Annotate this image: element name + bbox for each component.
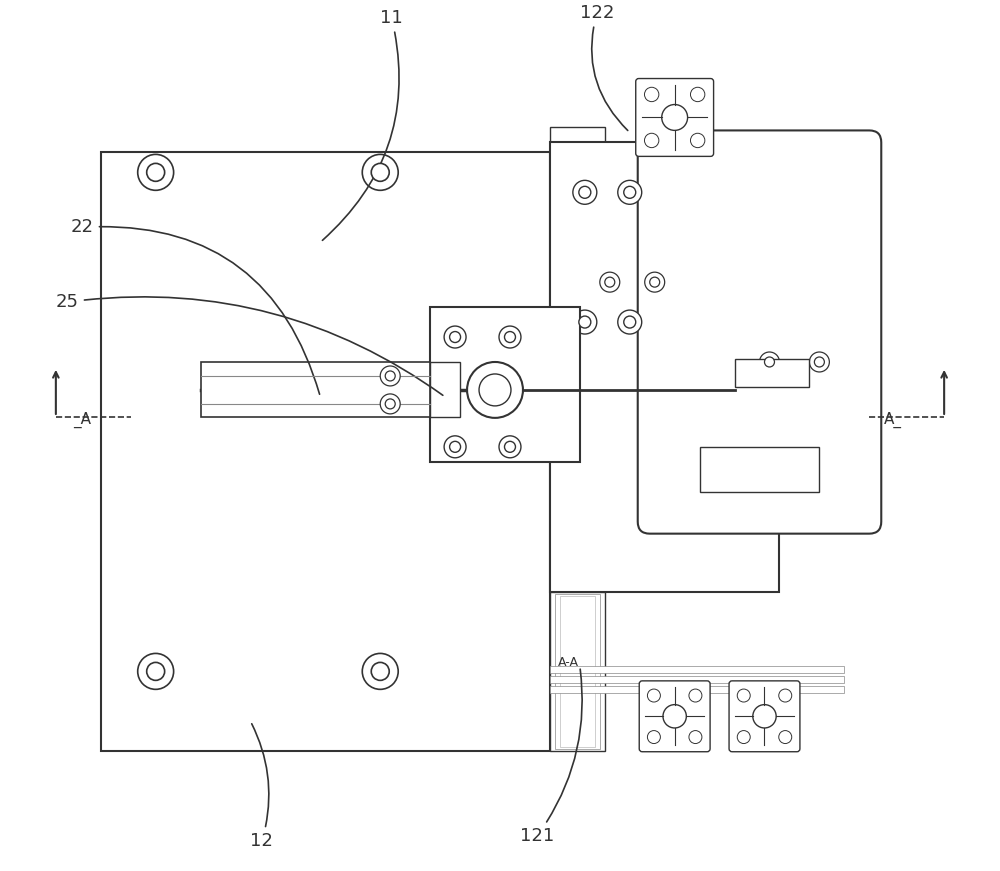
Text: 12: 12	[250, 724, 273, 850]
Bar	[550, 686, 844, 693]
Text: 25: 25	[56, 293, 443, 395]
Circle shape	[380, 394, 400, 414]
Circle shape	[499, 436, 521, 458]
Bar	[550, 677, 844, 684]
Circle shape	[371, 164, 389, 181]
Circle shape	[650, 277, 660, 287]
Circle shape	[814, 357, 824, 367]
Circle shape	[690, 133, 705, 148]
Bar	[550, 142, 605, 154]
Circle shape	[479, 374, 511, 406]
Circle shape	[450, 442, 461, 452]
FancyBboxPatch shape	[636, 78, 714, 157]
Circle shape	[644, 133, 659, 148]
Circle shape	[385, 371, 395, 381]
Circle shape	[624, 186, 636, 199]
Circle shape	[362, 154, 398, 191]
Circle shape	[147, 164, 165, 181]
Circle shape	[371, 663, 389, 680]
Circle shape	[647, 689, 660, 702]
Text: A_: A_	[884, 412, 902, 428]
Bar	[550, 142, 779, 591]
Circle shape	[689, 689, 702, 702]
Bar	[700, 447, 819, 492]
Circle shape	[573, 310, 597, 334]
Bar	[201, 362, 430, 417]
Bar	[550, 154, 605, 165]
Circle shape	[138, 653, 174, 689]
Bar	[430, 307, 580, 462]
Circle shape	[618, 180, 642, 205]
Bar	[101, 152, 550, 751]
Circle shape	[579, 186, 591, 199]
Circle shape	[753, 705, 776, 728]
Circle shape	[689, 731, 702, 744]
Circle shape	[380, 366, 400, 386]
Circle shape	[644, 87, 659, 102]
Circle shape	[147, 663, 165, 680]
Circle shape	[444, 436, 466, 458]
Bar	[550, 591, 605, 751]
Bar	[550, 127, 605, 142]
Circle shape	[605, 277, 615, 287]
FancyBboxPatch shape	[639, 681, 710, 752]
FancyBboxPatch shape	[729, 681, 800, 752]
Circle shape	[362, 653, 398, 689]
Circle shape	[663, 705, 686, 728]
Circle shape	[662, 105, 688, 131]
Bar	[555, 593, 600, 749]
Text: 22: 22	[71, 219, 320, 395]
Circle shape	[618, 310, 642, 334]
Circle shape	[624, 316, 636, 328]
Circle shape	[579, 316, 591, 328]
Circle shape	[779, 689, 792, 702]
Circle shape	[467, 362, 523, 418]
Text: A-A: A-A	[558, 657, 579, 670]
Circle shape	[504, 442, 515, 452]
Circle shape	[759, 352, 779, 372]
Circle shape	[444, 326, 466, 348]
Circle shape	[809, 352, 829, 372]
Circle shape	[764, 357, 774, 367]
Text: 11: 11	[322, 9, 403, 240]
Circle shape	[645, 272, 665, 292]
Circle shape	[737, 689, 750, 702]
Circle shape	[779, 731, 792, 744]
Circle shape	[385, 399, 395, 408]
Circle shape	[573, 180, 597, 205]
Bar	[735, 359, 809, 387]
Circle shape	[504, 332, 515, 342]
Circle shape	[647, 731, 660, 744]
Circle shape	[450, 332, 461, 342]
Circle shape	[737, 731, 750, 744]
Circle shape	[138, 154, 174, 191]
Bar	[430, 362, 460, 417]
Circle shape	[690, 87, 705, 102]
Bar	[560, 596, 595, 747]
Text: 122: 122	[580, 3, 628, 131]
Bar	[550, 666, 844, 673]
Circle shape	[499, 326, 521, 348]
FancyBboxPatch shape	[638, 131, 881, 534]
Text: 121: 121	[520, 669, 582, 845]
Circle shape	[600, 272, 620, 292]
Text: _A: _A	[73, 412, 91, 428]
